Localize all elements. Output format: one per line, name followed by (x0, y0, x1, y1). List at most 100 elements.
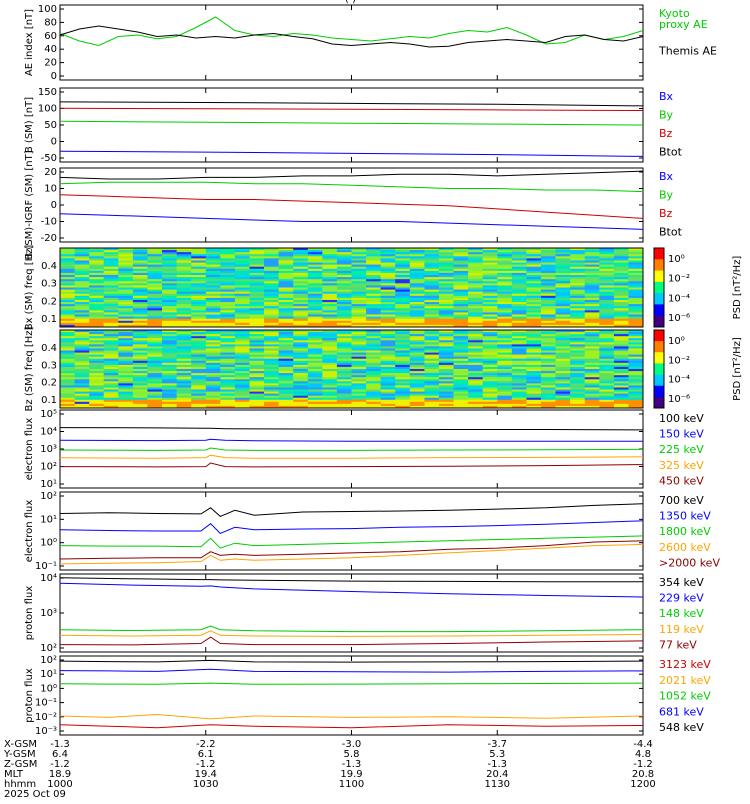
heatmap-cell (307, 352, 323, 356)
heatmap-cell (220, 260, 236, 264)
heatmap-cell (220, 375, 236, 378)
legend-label-eflux2: >2000 keV (659, 556, 720, 569)
heatmap-cell (628, 391, 644, 395)
heatmap-cell (336, 283, 352, 286)
heatmap-cell (278, 405, 294, 409)
heatmap-cell (409, 366, 425, 370)
ephemeris-value-y-gsm: 5.8 (344, 749, 360, 760)
heatmap-cell (380, 334, 396, 337)
heatmap-cell (424, 340, 440, 343)
heatmap-cell (220, 336, 236, 339)
heatmap-cell (409, 338, 425, 341)
heatmap-cell (366, 369, 382, 372)
heatmap-cell (555, 360, 571, 364)
heatmap-cell (103, 300, 119, 303)
heatmap-cell (541, 272, 557, 276)
heatmap-cell (103, 362, 119, 366)
heatmap-cell (424, 336, 440, 339)
heatmap-cell (103, 322, 119, 326)
heatmap-cell (234, 348, 250, 352)
heatmap-cell (555, 287, 571, 291)
heatmap-cell (438, 324, 454, 328)
heatmap-cell (380, 348, 396, 352)
heatmap-cell (438, 362, 454, 366)
heatmap-cell (220, 373, 236, 376)
heatmap-cell (118, 348, 134, 352)
heatmap-cell (395, 350, 411, 354)
heatmap-cell (541, 281, 557, 284)
heatmap-cell (264, 401, 280, 405)
heatmap-cell (60, 312, 76, 315)
heatmap-cell (482, 401, 498, 405)
heatmap-cell (628, 306, 644, 309)
heatmap-cell (570, 300, 586, 303)
heatmap-cell (424, 405, 440, 409)
heatmap-cell (453, 346, 469, 349)
heatmap-cell (264, 358, 280, 362)
legend-label-pflux2: 548 keV (659, 721, 704, 734)
heatmap-cell (176, 383, 192, 386)
legend-label-pflux2: 1052 keV (659, 690, 711, 703)
heatmap-cell (220, 312, 236, 315)
heatmap-cell (468, 252, 484, 255)
heatmap-cell (162, 316, 178, 320)
heatmap-cell (351, 385, 367, 388)
heatmap-cell (336, 258, 352, 261)
heatmap-cell (293, 369, 309, 372)
heatmap-cell (409, 395, 425, 399)
ephemeris-value-z-gsm: -1.3 (342, 759, 362, 770)
heatmap-cell (570, 369, 586, 372)
heatmap-cell (424, 297, 440, 301)
heatmap-cell (438, 310, 454, 313)
heatmap-cell (628, 256, 644, 259)
heatmap-cell (191, 272, 207, 276)
heatmap-cell (482, 393, 498, 397)
heatmap-cell (147, 304, 163, 307)
heatmap-cell (191, 297, 207, 301)
heatmap-cell (220, 300, 236, 303)
heatmap-cell (584, 262, 600, 266)
heatmap-cell (147, 281, 163, 284)
heatmap-cell (264, 336, 280, 339)
heatmap-cell (103, 383, 119, 386)
heatmap-cell (482, 312, 498, 315)
heatmap-cell (584, 312, 600, 315)
heatmap-cell (205, 383, 221, 386)
heatmap-cell (103, 332, 119, 335)
heatmap-cell (336, 401, 352, 405)
heatmap-cell (278, 293, 294, 297)
heatmap-cell (438, 364, 454, 368)
heatmap-cell (541, 314, 557, 318)
heatmap-cell (395, 399, 411, 403)
y-axis-label-bdiff: B (SM)-IGRF (SM) [nT] (24, 150, 35, 259)
heatmap-cell (336, 375, 352, 378)
heatmap-cell (584, 342, 600, 345)
heatmap-cell (336, 330, 352, 333)
heatmap-cell (234, 375, 250, 378)
heatmap-cell (307, 395, 323, 399)
heatmap-cell (409, 302, 425, 305)
heatmap-cell (395, 352, 411, 356)
heatmap-cell (249, 366, 265, 370)
heatmap-cell (89, 338, 105, 341)
heatmap-cell (60, 369, 76, 372)
heatmap-cell (409, 308, 425, 311)
heatmap-cell (307, 260, 323, 264)
heatmap-cell (74, 399, 90, 403)
heatmap-cell (584, 308, 600, 311)
heatmap-cell (322, 391, 338, 395)
heatmap-cell (293, 375, 309, 378)
heatmap-cell (555, 316, 571, 320)
heatmap-cell (336, 383, 352, 386)
heatmap-cell (74, 275, 90, 278)
heatmap-cell (322, 356, 338, 360)
heatmap-cell (249, 358, 265, 362)
heatmap-cell (322, 291, 338, 295)
heatmap-cell (438, 283, 454, 286)
heatmap-cell (570, 393, 586, 397)
heatmap-cell (249, 334, 265, 337)
heatmap-cell (322, 389, 338, 393)
colorbar-segment-bzspec (654, 363, 664, 375)
heatmap-cell (118, 383, 134, 386)
heatmap-cell (409, 248, 425, 251)
